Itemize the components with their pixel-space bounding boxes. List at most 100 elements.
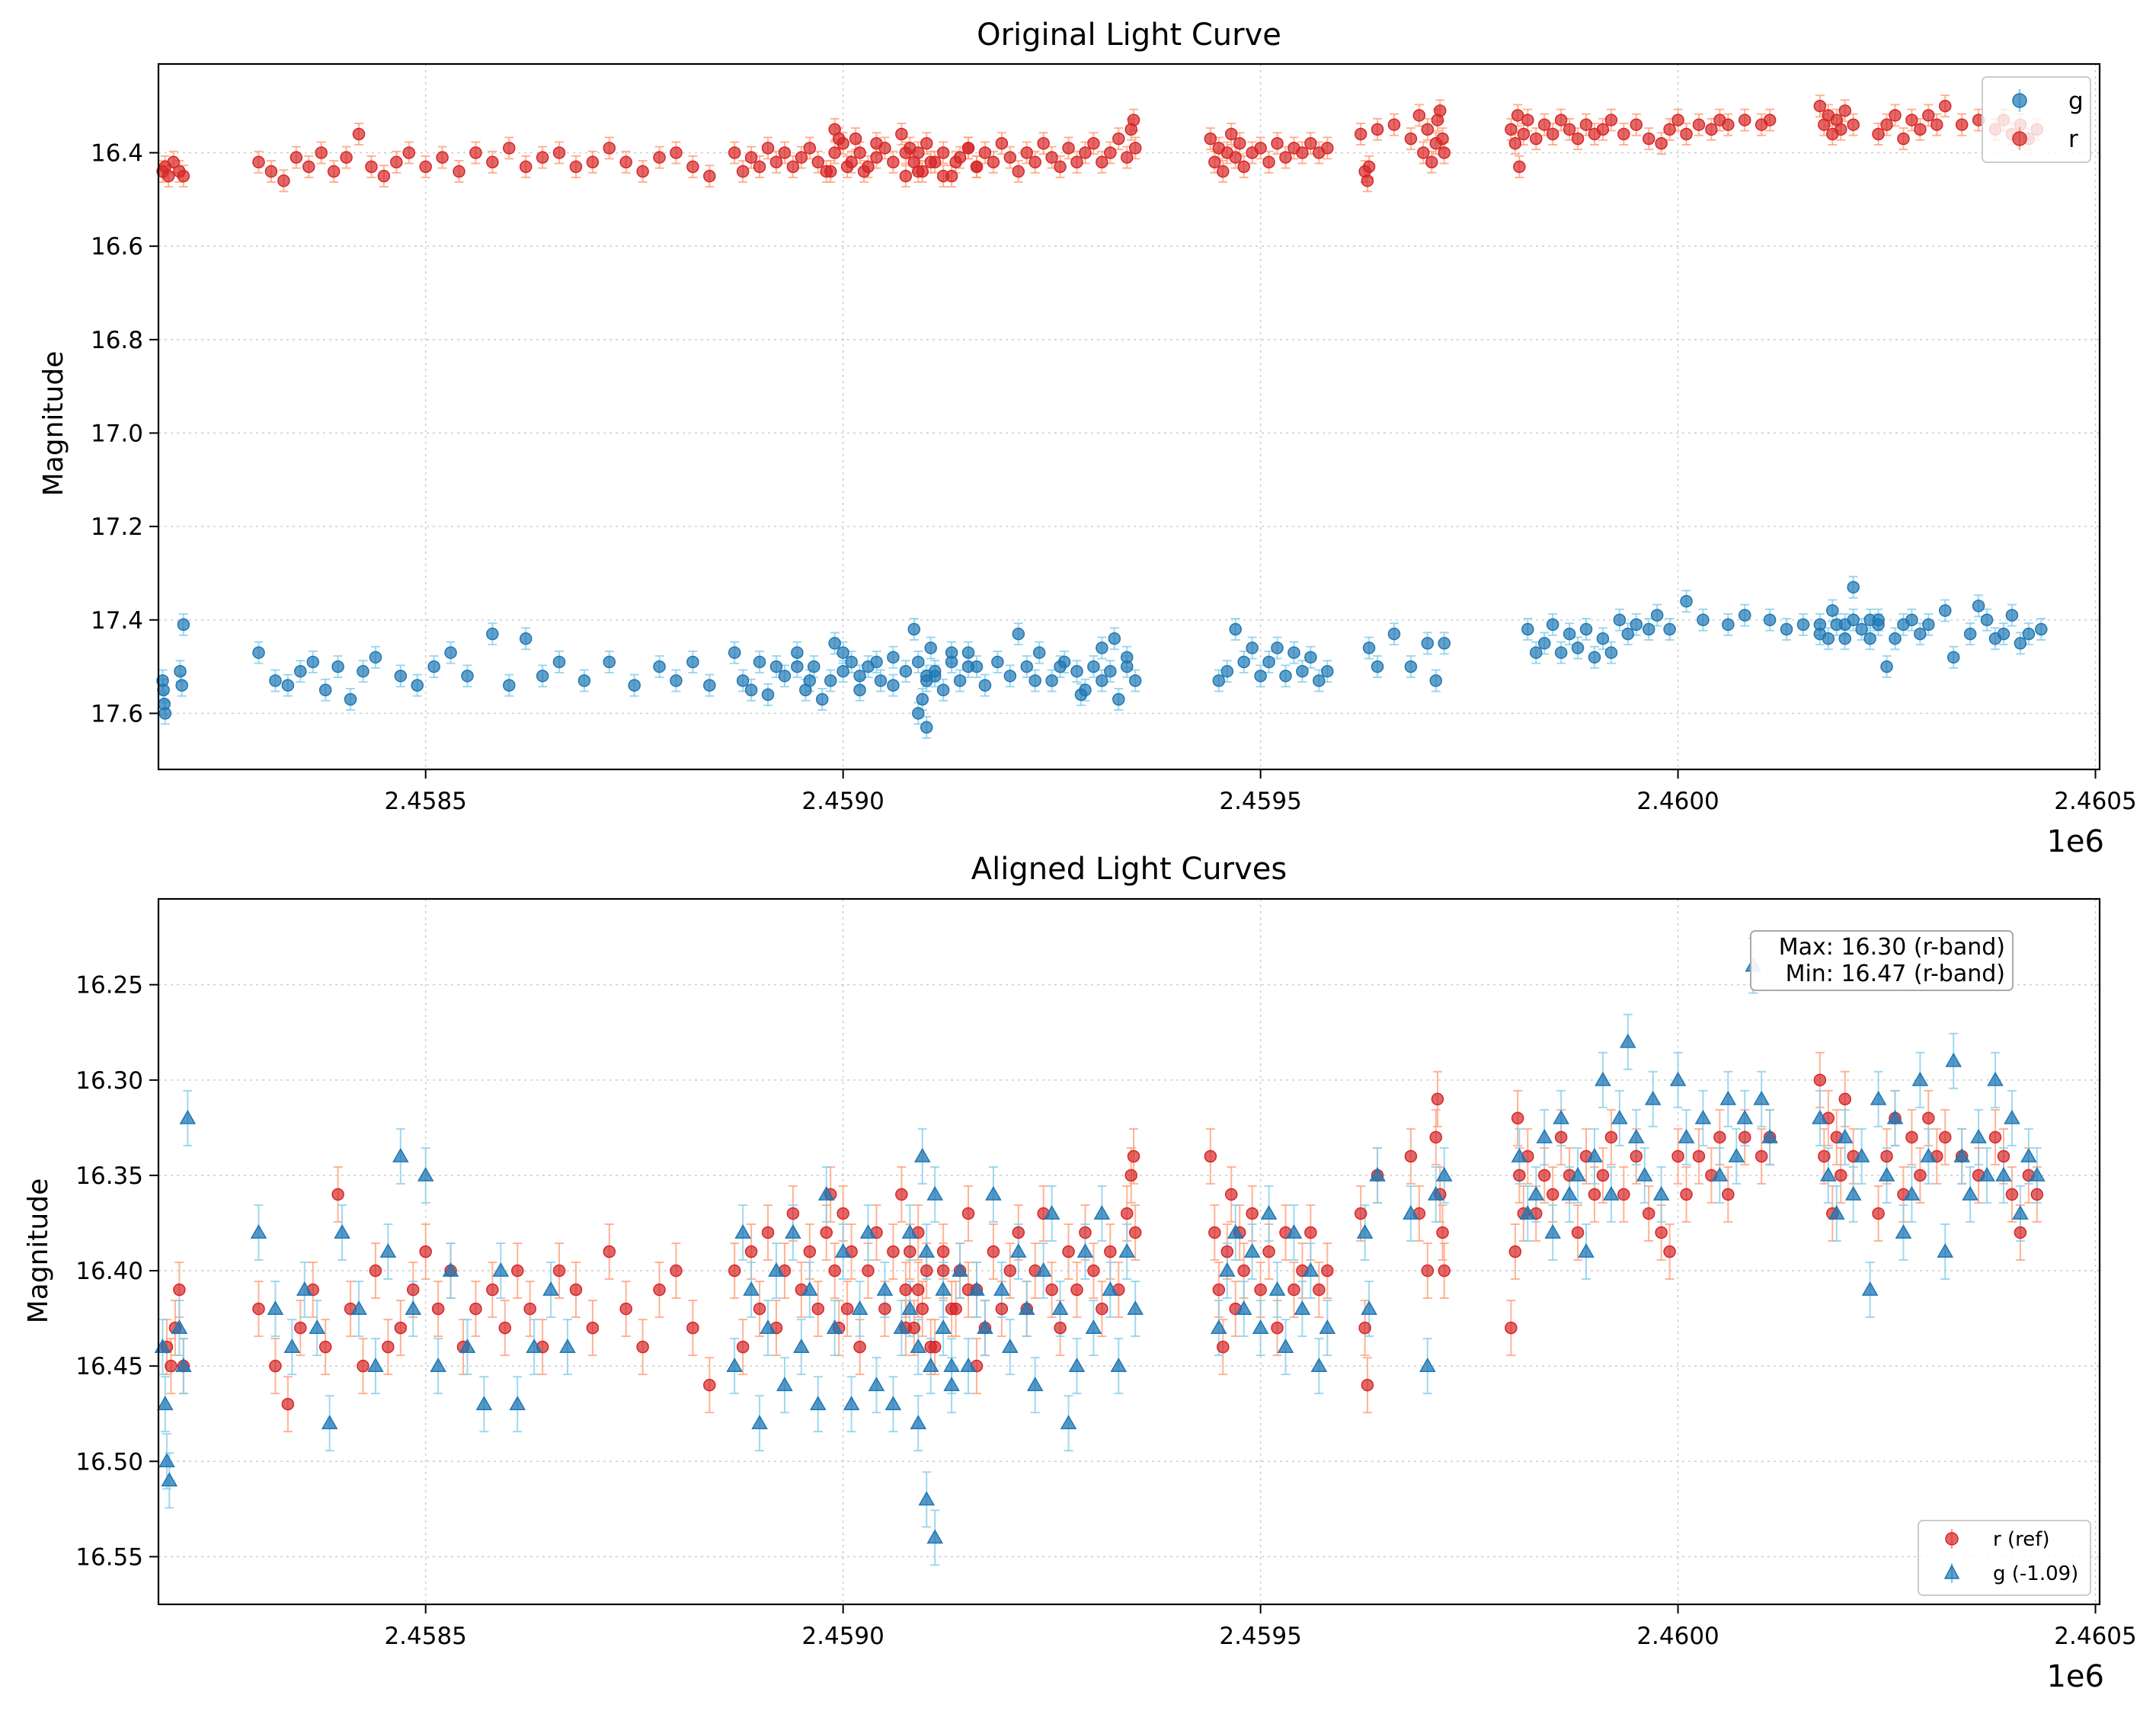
data-point-r — [928, 155, 942, 169]
data-point-g — [1563, 627, 1576, 641]
data-point-g-1-09 — [1302, 1262, 1320, 1277]
data-point-g-1-09 — [993, 1281, 1010, 1296]
data-point-r — [970, 160, 984, 174]
data-point-g — [1362, 641, 1376, 654]
data-point-r-ref — [1254, 1283, 1267, 1297]
data-point-g-1-09 — [1544, 1223, 1561, 1239]
data-point-r-ref — [1208, 1226, 1221, 1239]
data-point-g-1-09 — [1569, 1166, 1586, 1182]
data-point-g-1-09 — [559, 1338, 576, 1354]
data-point-r — [1655, 137, 1668, 150]
data-point-r — [761, 142, 775, 155]
data-point-r-ref — [1988, 1131, 2002, 1144]
data-point-r — [1617, 127, 1630, 141]
data-point-r — [1517, 127, 1531, 141]
data-point-r-ref — [394, 1321, 408, 1335]
data-point-r — [870, 137, 883, 150]
data-point-r-ref — [1838, 1092, 1851, 1106]
data-point-g — [670, 674, 683, 687]
x-tick-label: 2.4600 — [1636, 1623, 1719, 1650]
data-point-r-ref — [1571, 1226, 1585, 1239]
plot-frame — [157, 62, 2101, 771]
data-point-r — [419, 160, 432, 174]
data-point-g-1-09 — [1736, 1109, 1754, 1124]
data-point-r — [1579, 118, 1593, 131]
data-point-g — [1271, 641, 1284, 654]
data-point-g — [1028, 674, 1041, 687]
data-point-r — [1279, 151, 1292, 164]
data-point-g — [1112, 692, 1125, 706]
data-point-r — [824, 165, 837, 178]
data-point-g-1-09 — [851, 1300, 868, 1315]
data-point-r — [486, 155, 499, 169]
data-point-g-1-09 — [935, 1281, 952, 1296]
data-point-r-ref — [803, 1245, 817, 1258]
data-point-g — [1579, 622, 1593, 636]
data-point-g-1-09 — [1009, 1242, 1027, 1258]
data-point-r — [1897, 132, 1910, 146]
x-tick-label: 2.4595 — [1219, 788, 1301, 815]
data-point-g — [916, 692, 929, 706]
y-tick-label: 16.45 — [75, 1353, 143, 1380]
data-point-g-1-09 — [509, 1396, 526, 1411]
data-point-g — [269, 674, 282, 687]
data-point-g-1-09 — [918, 1242, 936, 1258]
data-point-g-1-09 — [952, 1262, 968, 1277]
data-point-r-ref — [382, 1340, 395, 1354]
data-point-r-ref — [603, 1245, 616, 1258]
data-point-g — [736, 674, 750, 687]
data-point-g — [1212, 674, 1226, 687]
annotation-box — [1750, 930, 2014, 991]
data-point-r — [1054, 160, 1067, 174]
data-point-r-ref — [1655, 1226, 1668, 1239]
data-point-g — [1237, 655, 1250, 669]
data-point-r-ref — [728, 1264, 741, 1278]
data-point-g — [1613, 613, 1627, 627]
data-point-r-ref — [1288, 1283, 1300, 1297]
data-point-g-1-09 — [859, 1223, 877, 1239]
data-point-r-ref — [1404, 1150, 1418, 1163]
data-point-g-1-09 — [801, 1281, 818, 1296]
data-point-g-1-09 — [1285, 1223, 1303, 1239]
data-point-g — [728, 646, 741, 659]
data-point-r — [162, 169, 175, 183]
data-point-r-ref — [252, 1302, 265, 1316]
data-point-r-ref — [761, 1226, 775, 1239]
data-point-r — [636, 165, 649, 178]
data-point-g — [1588, 651, 1601, 664]
data-point-g-1-09 — [751, 1415, 768, 1430]
data-point-r — [887, 155, 900, 169]
data-point-g — [503, 679, 516, 692]
data-point-r-ref — [165, 1359, 178, 1373]
data-point-g-1-09 — [817, 1185, 835, 1201]
data-point-r — [1642, 132, 1655, 146]
data-point-g — [394, 670, 408, 683]
data-point-g — [519, 632, 533, 645]
data-point-r-ref — [173, 1283, 186, 1297]
data-point-g-1-09 — [1586, 1147, 1603, 1163]
data-point-r — [1045, 151, 1058, 164]
data-point-g-1-09 — [1511, 1147, 1528, 1163]
y-tick-label: 17.2 — [91, 513, 143, 541]
data-point-r — [289, 151, 303, 164]
data-point-g — [1604, 646, 1618, 659]
data-point-r — [1271, 137, 1284, 150]
data-point-g-1-09 — [1561, 1185, 1578, 1201]
data-point-g-1-09 — [1102, 1281, 1119, 1296]
legend-box — [1982, 76, 2091, 163]
y-tick-label: 17.4 — [91, 607, 143, 635]
data-point-g — [1229, 622, 1242, 636]
data-point-g — [870, 655, 883, 669]
data-point-g-1-09 — [910, 1338, 927, 1354]
data-point-r — [1680, 127, 1693, 141]
data-point-r-ref — [1755, 1150, 1768, 1163]
data-point-r — [811, 155, 825, 169]
data-point-r — [1112, 132, 1125, 146]
data-point-g — [1404, 660, 1418, 673]
data-point-r-ref — [936, 1264, 950, 1278]
data-point-r — [1436, 132, 1449, 146]
data-point-g-1-09 — [913, 1147, 931, 1163]
data-point-g — [461, 670, 474, 683]
data-point-g — [1074, 688, 1088, 702]
